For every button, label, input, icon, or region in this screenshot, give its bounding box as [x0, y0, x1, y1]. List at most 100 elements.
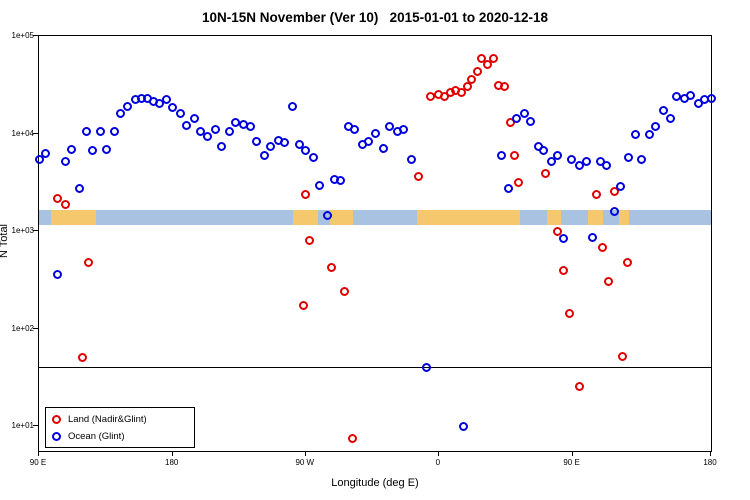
ocean-point — [553, 151, 563, 161]
land-point — [78, 353, 88, 363]
ocean-point — [175, 109, 185, 119]
ocean-point — [665, 113, 675, 123]
ocean-point — [224, 127, 234, 137]
land-series-icon — [52, 415, 61, 424]
ocean-point — [595, 156, 605, 166]
ocean-point — [109, 126, 119, 136]
ocean-point — [364, 136, 374, 146]
ocean-point — [116, 109, 126, 119]
ocean-point — [588, 232, 598, 242]
ocean-point — [95, 127, 105, 137]
legend-item: Land (Nadir&Glint) — [52, 411, 194, 428]
legend-label: Ocean (Glint) — [68, 431, 125, 442]
ocean-point — [371, 128, 381, 138]
ocean-point — [658, 105, 668, 115]
x-tick-mark — [304, 451, 306, 456]
ocean-point — [559, 234, 569, 244]
map-strip-land-segment — [51, 209, 97, 226]
y-tick-label: 1e+03 — [11, 226, 34, 235]
y-tick-mark — [33, 35, 38, 36]
x-tick-mark — [171, 451, 173, 456]
ocean-point — [336, 176, 346, 186]
land-point — [541, 168, 551, 178]
land-point — [472, 67, 482, 77]
land-point — [477, 53, 487, 63]
ocean-point — [53, 270, 63, 280]
ocean-point — [609, 206, 619, 216]
x-tick-label: 180 — [703, 458, 717, 467]
x-tick-mark — [710, 451, 711, 456]
x-tick-label: 0 — [435, 458, 441, 467]
y-tick-label: 1e+02 — [11, 323, 34, 333]
ocean-point — [168, 103, 178, 113]
x-axis-label: Longitude (deg E) — [331, 477, 419, 489]
land-point — [327, 263, 337, 273]
map-strip-land-segment — [588, 209, 603, 226]
ocean-point — [88, 146, 98, 156]
ocean-point — [546, 156, 556, 166]
land-point — [603, 277, 613, 287]
ocean-point — [644, 129, 654, 139]
ocean-point — [81, 127, 91, 137]
ocean-point — [421, 363, 431, 373]
land-point — [340, 287, 350, 297]
plot-area: Land (Nadir&Glint) Ocean (Glint) — [34, 35, 716, 452]
ocean-point — [41, 149, 51, 159]
x-tick-label: 180 — [165, 458, 179, 467]
land-point — [84, 258, 94, 268]
ocean-point — [385, 121, 395, 131]
ocean-point — [74, 184, 84, 194]
land-point — [53, 193, 63, 203]
ocean-point — [504, 184, 514, 194]
land-point — [509, 150, 519, 160]
legend-item: Ocean (Glint) — [52, 428, 194, 445]
ocean-point — [245, 122, 255, 132]
ocean-series-icon — [52, 432, 61, 441]
ocean-point — [210, 124, 220, 134]
y-tick-mark — [33, 132, 38, 134]
ocean-point — [623, 152, 633, 162]
ocean-point — [706, 93, 716, 103]
land-point — [552, 227, 562, 237]
ocean-point — [266, 141, 276, 151]
land-point — [301, 189, 311, 199]
ocean-point — [520, 108, 530, 118]
chart-title: 10N-15N November (Ver 10) 2015-01-01 to … — [202, 10, 548, 25]
ocean-point — [123, 102, 133, 112]
ocean-point — [60, 156, 70, 166]
land-point — [500, 82, 510, 92]
legend-label: Land (Nadir&Glint) — [68, 414, 147, 425]
ocean-point — [512, 114, 522, 124]
land-point — [299, 300, 309, 310]
land-point — [413, 172, 423, 182]
x-tick-label: 90 W — [295, 458, 315, 467]
y-tick-label: 1e+04 — [11, 128, 34, 138]
land-point — [622, 258, 632, 268]
ocean-point — [496, 151, 506, 161]
ocean-point — [259, 151, 269, 161]
land-point — [467, 74, 477, 84]
x-tick-mark — [38, 451, 39, 456]
threshold-line — [39, 367, 711, 369]
ocean-point — [526, 116, 536, 126]
ocean-point — [581, 156, 591, 166]
map-strip-land-segment — [618, 209, 629, 226]
ocean-point — [34, 154, 44, 164]
ocean-point — [399, 124, 409, 134]
ocean-point — [315, 181, 325, 191]
land-point — [610, 186, 620, 196]
land-point — [597, 243, 607, 253]
ocean-point — [182, 120, 192, 130]
map-strip-land-segment — [293, 209, 318, 226]
ocean-point — [406, 154, 416, 164]
ocean-point — [154, 99, 164, 109]
ocean-point — [602, 161, 612, 171]
ocean-point — [301, 146, 311, 156]
legend: Land (Nadir&Glint) Ocean (Glint) — [45, 407, 195, 448]
ocean-point — [459, 421, 469, 431]
land-point — [304, 236, 314, 246]
map-strip-land-segment — [329, 209, 353, 226]
ocean-point — [322, 211, 332, 221]
ocean-point — [66, 144, 76, 154]
